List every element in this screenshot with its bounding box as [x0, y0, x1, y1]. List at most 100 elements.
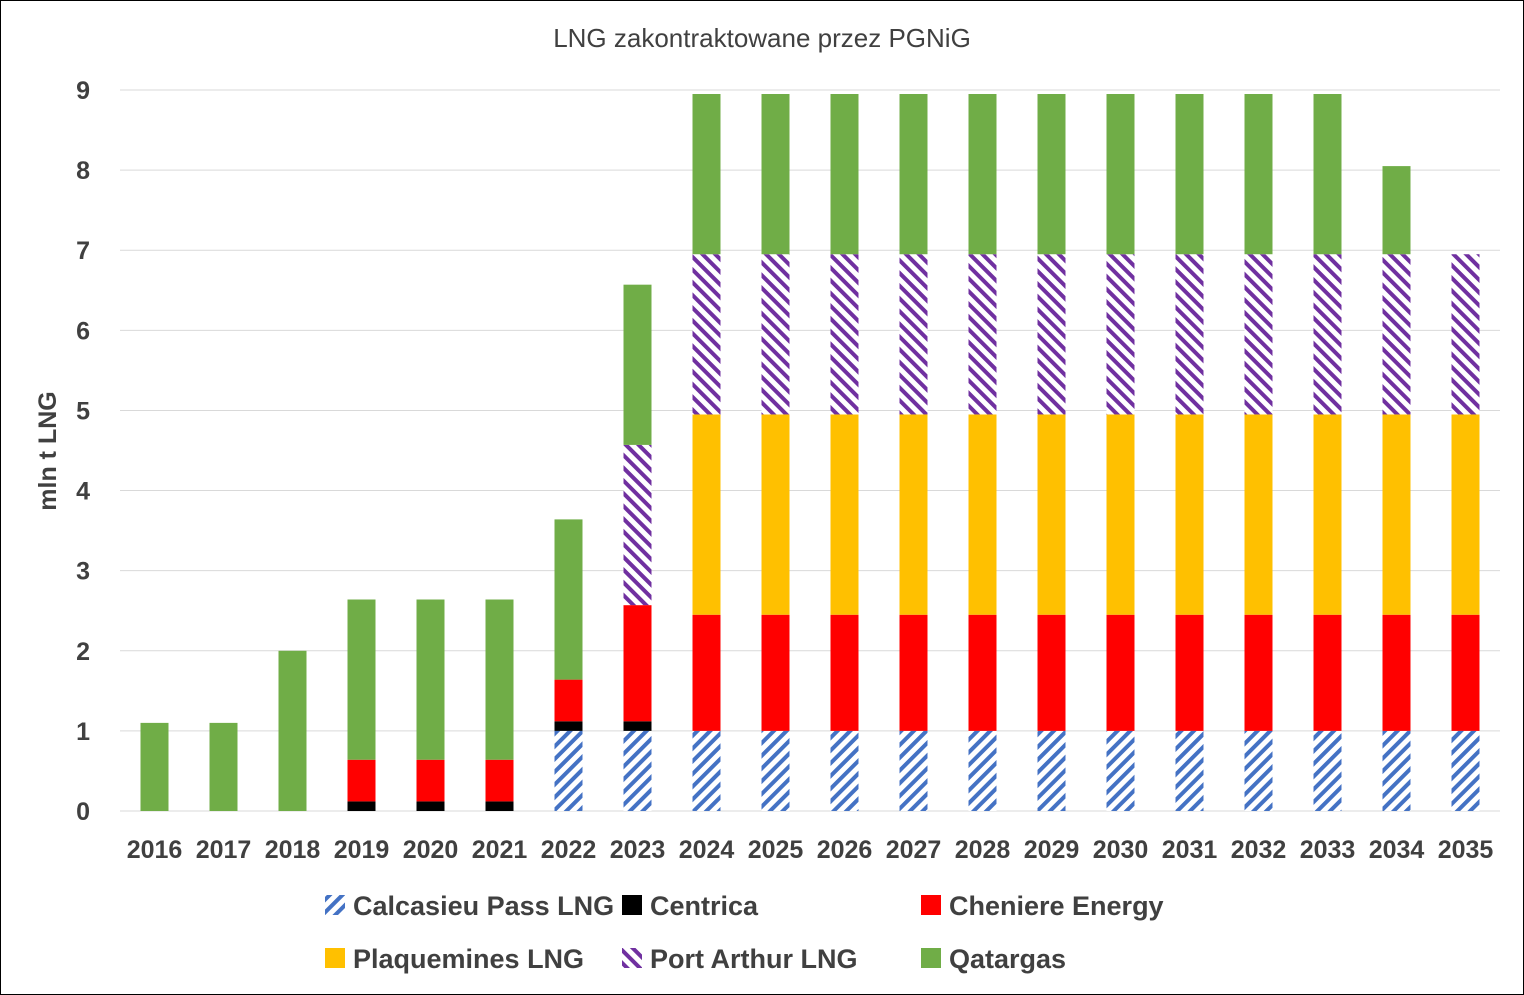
bar-segment [692, 614, 721, 731]
y-axis-ticks: 0 1 2 3 4 5 6 7 8 9 [76, 77, 90, 826]
bar-segment [899, 614, 928, 731]
x-tick-label: 2020 [403, 836, 459, 864]
y-tick-label: 0 [76, 798, 90, 826]
bar-segment [692, 254, 721, 415]
bar-segment [761, 414, 790, 615]
bar-segment [830, 730, 859, 811]
bar-segment [1037, 730, 1066, 811]
bar-segment [1244, 614, 1273, 731]
x-tick-label: 2024 [679, 836, 735, 864]
bar-segment [1451, 730, 1480, 811]
bar-segment [485, 759, 514, 802]
bar-segment [1451, 614, 1480, 731]
y-tick-label: 4 [76, 478, 90, 506]
bar-segment [1175, 730, 1204, 811]
bar-segment [1037, 614, 1066, 731]
bar-segment [416, 801, 445, 811]
bar-segment [1175, 94, 1204, 255]
bar-segment [1106, 730, 1135, 811]
bar-segment [1106, 254, 1135, 415]
bar-segment [1175, 414, 1204, 615]
bar-segment [1175, 614, 1204, 731]
y-tick-label: 8 [76, 157, 90, 185]
bar-segment [1382, 414, 1411, 615]
x-tick-label: 2031 [1162, 836, 1218, 864]
bar-segment [1037, 94, 1066, 255]
bars [140, 94, 1480, 811]
bar-segment [968, 614, 997, 731]
x-tick-label: 2026 [817, 836, 873, 864]
bar-segment [1382, 166, 1411, 255]
legend-label: Port Arthur LNG [650, 944, 857, 974]
bar-segment [416, 599, 445, 760]
bar-segment [968, 254, 997, 415]
bar-segment [1313, 730, 1342, 811]
bar-segment [1382, 730, 1411, 811]
bar-segment [554, 519, 583, 680]
bar-segment [830, 614, 859, 731]
bar-segment [623, 284, 652, 445]
bar-segment [347, 599, 376, 760]
bar-segment [623, 721, 652, 731]
legend-swatch [921, 895, 941, 915]
y-tick-label: 7 [76, 237, 90, 265]
bar-segment [1382, 254, 1411, 415]
bar-segment [899, 730, 928, 811]
bar-segment [278, 650, 307, 811]
bar-segment [1106, 94, 1135, 255]
legend: Calcasieu Pass LNG Centrica Cheniere Energ… [325, 891, 1164, 974]
x-tick-label: 2033 [1300, 836, 1356, 864]
x-tick-label: 2018 [265, 836, 321, 864]
bar-segment [1244, 730, 1273, 811]
x-tick-label: 2025 [748, 836, 804, 864]
bar-segment [830, 94, 859, 255]
bar-segment [1451, 254, 1480, 415]
bar-segment [1106, 614, 1135, 731]
bar-segment [692, 730, 721, 811]
bar-segment [1244, 94, 1273, 255]
x-axis-ticks: 2016 2017 2018 2019 2020 2021 2022 2023 2024 2025… [127, 836, 1494, 864]
bar-segment [554, 721, 583, 731]
bar-segment [968, 730, 997, 811]
bar-segment [554, 679, 583, 722]
x-tick-label: 2017 [196, 836, 252, 864]
bar-segment [761, 614, 790, 731]
x-tick-label: 2022 [541, 836, 597, 864]
bar-segment [830, 414, 859, 615]
bar-segment [899, 94, 928, 255]
bar-segment [1313, 614, 1342, 731]
bar-segment [1382, 614, 1411, 731]
bar-segment [899, 254, 928, 415]
y-tick-label: 6 [76, 317, 90, 345]
y-tick-label: 1 [76, 718, 90, 746]
bar-segment [485, 599, 514, 760]
bar-segment [1106, 414, 1135, 615]
y-axis-label: mln t LNG [34, 391, 62, 510]
x-tick-label: 2032 [1231, 836, 1287, 864]
bar-segment [968, 414, 997, 615]
bar-segment [692, 414, 721, 615]
x-tick-label: 2029 [1024, 836, 1080, 864]
bar-segment [347, 759, 376, 802]
bar-segment [830, 254, 859, 415]
bar-segment [623, 605, 652, 722]
bar-segment [554, 730, 583, 811]
gridlines [120, 89, 1500, 812]
y-tick-label: 9 [76, 77, 90, 105]
legend-label: Calcasieu Pass LNG [353, 891, 614, 921]
legend-swatch [622, 895, 642, 915]
bar-segment [761, 730, 790, 811]
y-tick-label: 2 [76, 638, 90, 666]
bar-segment [416, 759, 445, 802]
bar-segment [209, 722, 238, 811]
x-tick-label: 2028 [955, 836, 1011, 864]
bar-segment [347, 801, 376, 811]
bar-segment [140, 722, 169, 811]
bar-segment [1313, 254, 1342, 415]
bar-segment [1451, 414, 1480, 615]
x-tick-label: 2034 [1369, 836, 1425, 864]
x-tick-label: 2027 [886, 836, 942, 864]
x-tick-label: 2035 [1438, 836, 1494, 864]
bar-segment [1175, 254, 1204, 415]
